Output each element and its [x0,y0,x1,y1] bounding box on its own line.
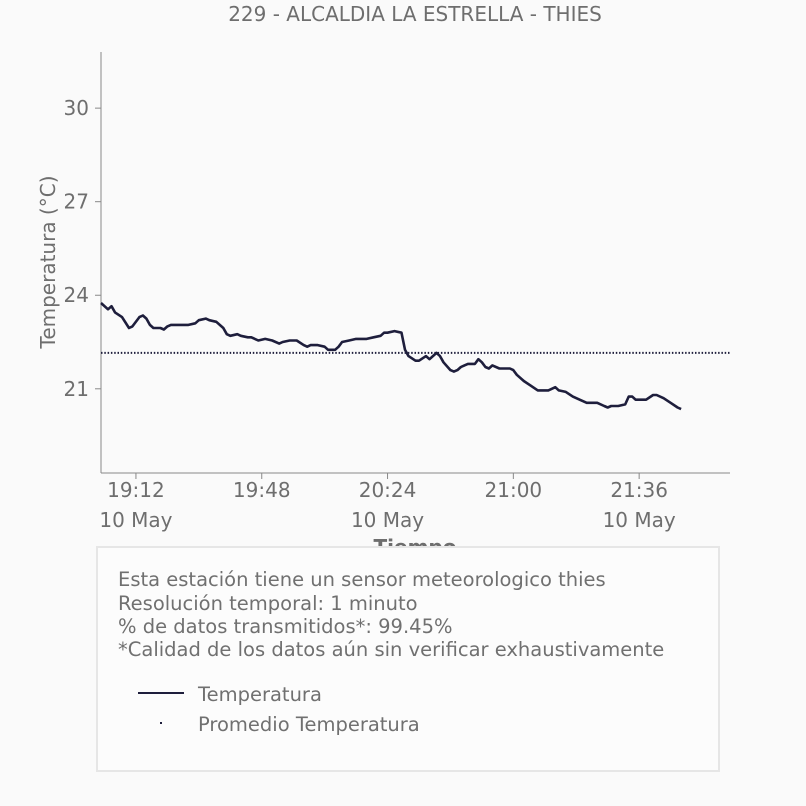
y-tick-label: 27 [64,190,89,214]
chart-title: 229 - ALCALDIA LA ESTRELLA - THIES [228,2,602,26]
x-tick-label: 20:24 [359,478,417,502]
x-tick-date-label: 10 May [351,508,424,532]
y-tick-label: 21 [64,377,89,401]
info-sensor-text: Esta estación tiene un sensor meteorolog… [118,568,606,591]
y-tick-label: 30 [64,96,89,120]
y-tick-label: 24 [64,283,89,307]
x-tick-label: 19:48 [233,478,291,502]
solid-line-legend-icon [138,692,184,694]
info-resolution-text: Resolución temporal: 1 minuto [118,592,418,615]
info-transmitted-text: % de datos transmitidos*: 99.45% [118,615,453,638]
dot-legend-icon [160,722,162,724]
x-tick-label: 19:12 [107,478,165,502]
x-tick-label: 21:36 [610,478,668,502]
y-axis-label: Temperatura (°C) [36,175,60,349]
legend-label-temperatura: Temperatura [198,683,322,706]
info-panel: Esta estación tiene un sensor meteorolog… [96,546,720,772]
legend-label-promedio: Promedio Temperatura [198,713,420,736]
x-tick-date-label: 10 May [99,508,172,532]
info-quality-text: *Calidad de los datos aún sin verificar … [118,638,665,661]
x-tick-date-label: 10 May [603,508,676,532]
x-tick-label: 21:00 [485,478,543,502]
temperature-series-line [100,302,682,411]
